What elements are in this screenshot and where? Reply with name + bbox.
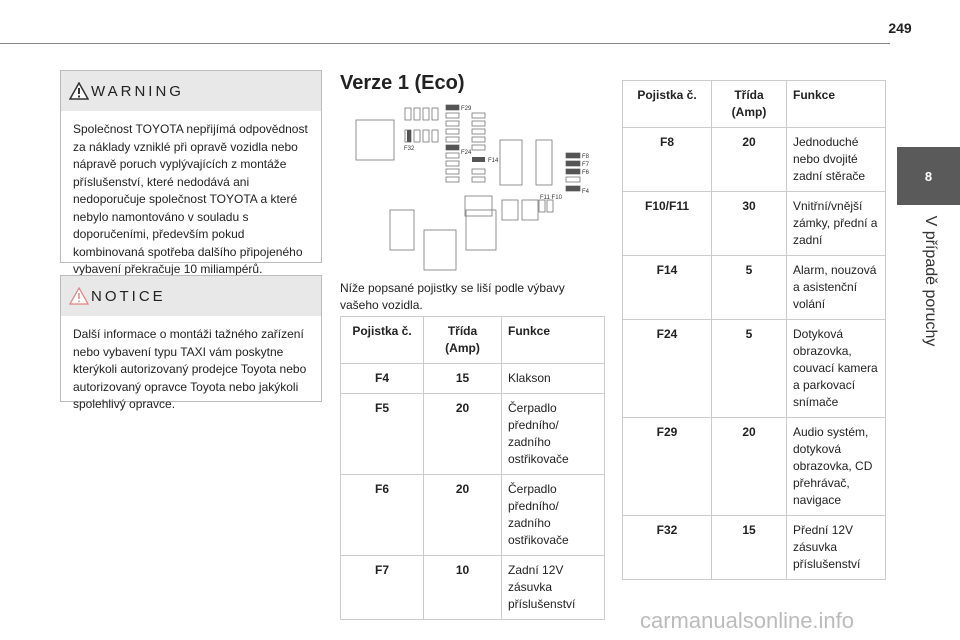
table-row: F7 10 Zadní 12V zásuvka příslušenství xyxy=(340,555,605,620)
table-cell: 15 xyxy=(711,515,787,580)
table-cell: 10 xyxy=(423,555,502,620)
watermark: carmanualsonline.info xyxy=(640,608,855,633)
table-cell: Klakson xyxy=(501,363,605,394)
fuse-label: F24 xyxy=(461,150,472,156)
table-cell: Vnitřní/vnější zámky, přední a zadní xyxy=(786,191,886,256)
table-cell: 20 xyxy=(711,417,787,516)
fuse-label: F29 xyxy=(461,106,472,112)
table-cell: Zadní 12V zásuvka příslušenství xyxy=(501,555,605,620)
table-cell: Dotyková obrazovka, couvací kamera a par… xyxy=(786,319,886,418)
table-cell: F32 xyxy=(622,515,712,580)
notice-title: NOTICE xyxy=(91,287,166,305)
notice-text: Další informace o montáži tažného zaříze… xyxy=(73,327,307,411)
table-cell: 30 xyxy=(711,191,787,256)
table-cell: F29 xyxy=(622,417,712,516)
notice-box: NOTICE Další informace o montáži tažného… xyxy=(60,275,322,411)
fuse-label: F11 F10 xyxy=(540,195,563,201)
warning-text: Společnost TOYOTA nepřijímá odpovědnost … xyxy=(73,122,308,276)
table-cell: F14 xyxy=(622,255,712,320)
table-cell: 20 xyxy=(423,474,502,556)
intro-text: Níže popsané pojistky se liší podle výba… xyxy=(340,281,565,312)
header-row: Pojistka č. Třída (Amp) Funkce xyxy=(622,80,886,128)
fuse-label: F8 xyxy=(582,154,590,160)
table-cell: 5 xyxy=(711,255,787,320)
table-cell: F5 xyxy=(340,393,424,475)
table-row: F32 15 Přední 12V zásuvka příslušenství xyxy=(622,515,886,580)
warning-header: WARNING xyxy=(61,71,321,111)
table-row: F29 20 Audio systém, dotyková obrazovka, C… xyxy=(622,417,886,516)
table-cell: 5 xyxy=(711,319,787,418)
fuse-diagram: F29 F32 F24 F14 F8 F7 F6 F4 F11 F10 xyxy=(355,104,590,271)
fuse-label: F32 xyxy=(404,146,415,152)
table-cell: Audio systém, dotyková obrazovka, CD pře… xyxy=(786,417,886,516)
table-cell: F10/F11 xyxy=(622,191,712,256)
header-row: Pojistka č. Třída (Amp) Funkce xyxy=(340,316,605,364)
notice-header: NOTICE xyxy=(61,276,321,316)
column-header: Třída (Amp) xyxy=(423,316,502,364)
fuse-table-right: Pojistka č. Třída (Amp) Funkce F8 20 Jednoduc… xyxy=(622,80,886,580)
table-row: F10/F11 30 Vnitřní/vnější zámky, přední a … xyxy=(622,191,886,256)
fuse-label: F6 xyxy=(582,170,590,176)
chapter-title: V případě poruchy xyxy=(922,215,939,347)
fuse-table-left: Pojistka č. Třída (Amp) Funkce F4 15 Klakson F… xyxy=(340,316,605,620)
page-number: 249 xyxy=(888,20,912,36)
section-title: Verze 1 (Eco) xyxy=(340,72,465,94)
table-row: F14 5 Alarm, nouzová a asistenční volání xyxy=(622,255,886,320)
column-header: Pojistka č. xyxy=(622,80,712,128)
table-cell: Čerpadlo předního/ zadního ostřikovače xyxy=(501,474,605,556)
header-rule xyxy=(0,43,890,44)
table-row: F24 5 Dotyková obrazovka, couvací kamera a… xyxy=(622,319,886,418)
table-cell: Alarm, nouzová a asistenční volání xyxy=(786,255,886,320)
fuse-label: F14 xyxy=(488,158,499,164)
fuse-label: F4 xyxy=(582,189,590,195)
column-header: Funkce xyxy=(786,80,886,128)
table-cell: F8 xyxy=(622,127,712,192)
notice-icon xyxy=(69,287,89,305)
fuse-label: F7 xyxy=(582,162,590,168)
table-row: F8 20 Jednoduché nebo dvojité zadní stěrač… xyxy=(622,127,886,192)
table-row: F4 15 Klakson xyxy=(340,363,605,394)
warning-box: WARNING Společnost TOYOTA nepřijímá odpo… xyxy=(60,70,322,276)
table-row: F5 20 Čerpadlo předního/ zadního ostřikova… xyxy=(340,393,605,475)
warning-title: WARNING xyxy=(91,82,184,100)
table-cell: Přední 12V zásuvka příslušenství xyxy=(786,515,886,580)
column-header: Funkce xyxy=(501,316,605,364)
chapter-tab: 8 xyxy=(897,147,960,205)
table-cell: Jednoduché nebo dvojité zadní stěrače xyxy=(786,127,886,192)
table-cell: F7 xyxy=(340,555,424,620)
table-cell: F6 xyxy=(340,474,424,556)
chapter-number: 8 xyxy=(924,168,933,184)
table-cell: 20 xyxy=(711,127,787,192)
column-header: Pojistka č. xyxy=(340,316,424,364)
table-cell: Čerpadlo předního/ zadního ostřikovače xyxy=(501,393,605,475)
table-cell: F24 xyxy=(622,319,712,418)
table-cell: 20 xyxy=(423,393,502,475)
column-header: Třída (Amp) xyxy=(711,80,787,128)
warning-icon xyxy=(69,82,89,100)
table-cell: F4 xyxy=(340,363,424,394)
table-cell: 15 xyxy=(423,363,502,394)
table-row: F6 20 Čerpadlo předního/ zadního ostřikova… xyxy=(340,474,605,556)
